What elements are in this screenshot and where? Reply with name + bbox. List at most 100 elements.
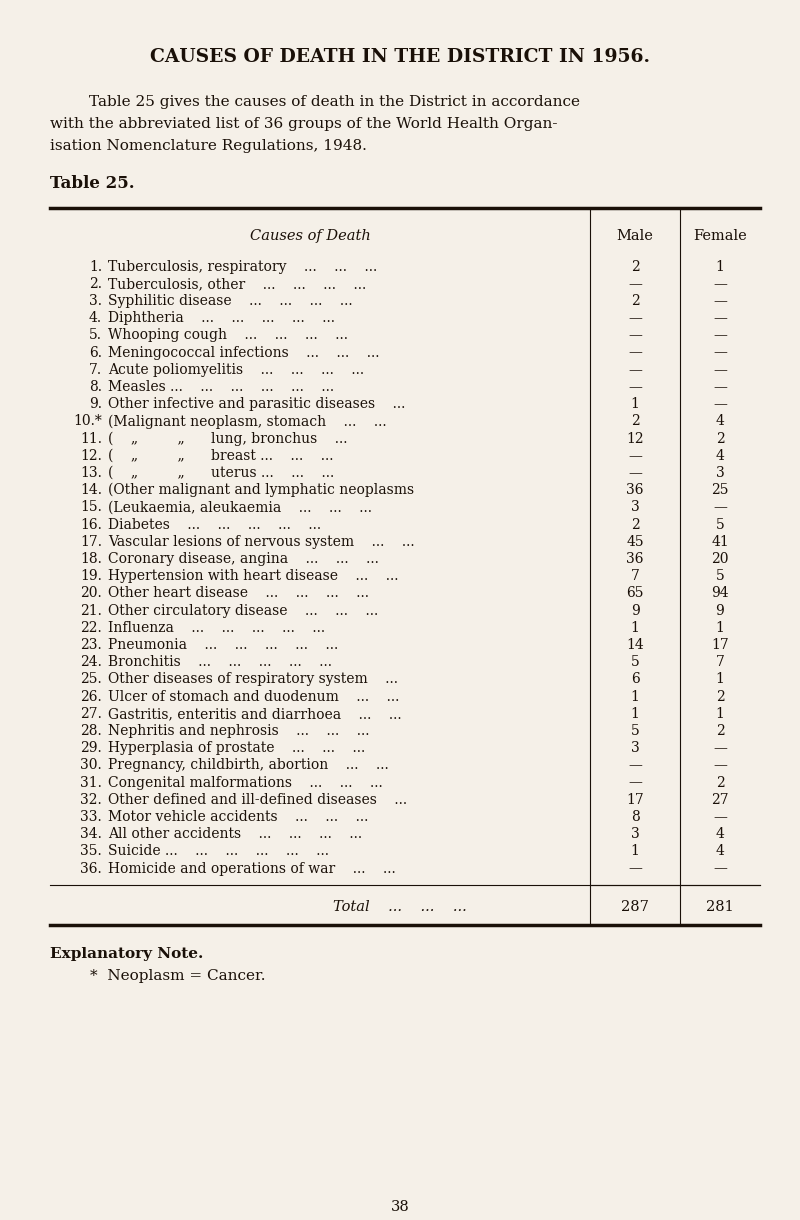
Text: Tuberculosis, other    ...    ...    ...    ...: Tuberculosis, other ... ... ... ... [108,277,366,290]
Text: 21.: 21. [80,604,102,617]
Text: 22.: 22. [80,621,102,634]
Text: (Leukaemia, aleukaemia    ...    ...    ...: (Leukaemia, aleukaemia ... ... ... [108,500,372,515]
Text: 45: 45 [626,534,644,549]
Text: 18.: 18. [80,551,102,566]
Text: 287: 287 [621,900,649,914]
Text: 4: 4 [715,844,725,859]
Text: 25.: 25. [80,672,102,687]
Text: (Other malignant and lymphatic neoplasms: (Other malignant and lymphatic neoplasms [108,483,414,498]
Text: 16.: 16. [80,517,102,532]
Text: 6.: 6. [89,345,102,360]
Text: Meningococcal infections    ...    ...    ...: Meningococcal infections ... ... ... [108,345,379,360]
Text: 20: 20 [711,551,729,566]
Text: —: — [628,311,642,326]
Text: 27: 27 [711,793,729,806]
Text: Hypertension with heart disease    ...    ...: Hypertension with heart disease ... ... [108,570,398,583]
Text: 2: 2 [630,260,639,273]
Text: 17: 17 [626,793,644,806]
Text: —: — [713,861,727,876]
Text: —: — [713,810,727,824]
Text: 5.: 5. [89,328,102,343]
Text: Suicide ...    ...    ...    ...    ...    ...: Suicide ... ... ... ... ... ... [108,844,329,859]
Text: Motor vehicle accidents    ...    ...    ...: Motor vehicle accidents ... ... ... [108,810,368,824]
Text: —: — [628,466,642,479]
Text: 281: 281 [706,900,734,914]
Text: Explanatory Note.: Explanatory Note. [50,947,203,961]
Text: 3.: 3. [89,294,102,307]
Text: 7: 7 [715,655,725,670]
Text: 15.: 15. [80,500,102,515]
Text: 28.: 28. [80,723,102,738]
Text: 3: 3 [716,466,724,479]
Text: Causes of Death: Causes of Death [250,229,370,243]
Text: 26.: 26. [80,689,102,704]
Text: 14.: 14. [80,483,102,498]
Text: with the abbreviated list of 36 groups of the World Health Organ-: with the abbreviated list of 36 groups o… [50,117,558,131]
Text: Table 25 gives the causes of death in the District in accordance: Table 25 gives the causes of death in th… [50,95,580,109]
Text: (Malignant neoplasm, stomach    ...    ...: (Malignant neoplasm, stomach ... ... [108,415,386,428]
Text: 36: 36 [626,551,644,566]
Text: —: — [628,759,642,772]
Text: 9.: 9. [89,398,102,411]
Text: 1: 1 [630,706,639,721]
Text: 23.: 23. [80,638,102,651]
Text: 5: 5 [630,655,639,670]
Text: 5: 5 [716,517,724,532]
Text: 2.: 2. [89,277,102,290]
Text: 5: 5 [716,570,724,583]
Text: 30.: 30. [80,759,102,772]
Text: 1: 1 [630,844,639,859]
Text: —: — [713,294,727,307]
Text: Total    ...    ...    ...: Total ... ... ... [333,900,467,914]
Text: —: — [713,500,727,515]
Text: 6: 6 [630,672,639,687]
Text: 17.: 17. [80,534,102,549]
Text: 14: 14 [626,638,644,651]
Text: —: — [713,398,727,411]
Text: 31.: 31. [80,776,102,789]
Text: 94: 94 [711,587,729,600]
Text: Syphilitic disease    ...    ...    ...    ...: Syphilitic disease ... ... ... ... [108,294,353,307]
Text: Other infective and parasitic diseases    ...: Other infective and parasitic diseases .… [108,398,406,411]
Text: Homicide and operations of war    ...    ...: Homicide and operations of war ... ... [108,861,396,876]
Text: 38: 38 [390,1200,410,1214]
Text: 11.: 11. [80,432,102,445]
Text: Hyperplasia of prostate    ...    ...    ...: Hyperplasia of prostate ... ... ... [108,742,366,755]
Text: 5: 5 [630,723,639,738]
Text: —: — [628,379,642,394]
Text: 8: 8 [630,810,639,824]
Text: Diabetes    ...    ...    ...    ...    ...: Diabetes ... ... ... ... ... [108,517,321,532]
Text: CAUSES OF DEATH IN THE DISTRICT IN 1956.: CAUSES OF DEATH IN THE DISTRICT IN 1956. [150,48,650,66]
Text: Other defined and ill-defined diseases    ...: Other defined and ill-defined diseases .… [108,793,407,806]
Text: —: — [628,345,642,360]
Text: 33.: 33. [80,810,102,824]
Text: —: — [628,776,642,789]
Text: 7.: 7. [89,362,102,377]
Text: Pneumonia    ...    ...    ...    ...    ...: Pneumonia ... ... ... ... ... [108,638,338,651]
Text: 13.: 13. [80,466,102,479]
Text: 2: 2 [716,689,724,704]
Text: Female: Female [693,229,747,243]
Text: —: — [628,861,642,876]
Text: 4: 4 [715,415,725,428]
Text: 65: 65 [626,587,644,600]
Text: Nephritis and nephrosis    ...    ...    ...: Nephritis and nephrosis ... ... ... [108,723,370,738]
Text: —: — [628,449,642,462]
Text: Congenital malformations    ...    ...    ...: Congenital malformations ... ... ... [108,776,382,789]
Text: —: — [713,362,727,377]
Text: 9: 9 [630,604,639,617]
Text: 10.*: 10.* [74,415,102,428]
Text: Pregnancy, childbirth, abortion    ...    ...: Pregnancy, childbirth, abortion ... ... [108,759,389,772]
Text: 9: 9 [716,604,724,617]
Text: 20.: 20. [80,587,102,600]
Text: Influenza    ...    ...    ...    ...    ...: Influenza ... ... ... ... ... [108,621,325,634]
Text: 35.: 35. [80,844,102,859]
Text: isation Nomenclature Regulations, 1948.: isation Nomenclature Regulations, 1948. [50,139,367,152]
Text: 12: 12 [626,432,644,445]
Text: 2: 2 [630,415,639,428]
Text: 1: 1 [630,621,639,634]
Text: Coronary disease, angina    ...    ...    ...: Coronary disease, angina ... ... ... [108,551,379,566]
Text: Measles ...    ...    ...    ...    ...    ...: Measles ... ... ... ... ... ... [108,379,334,394]
Text: 12.: 12. [80,449,102,462]
Text: 29.: 29. [80,742,102,755]
